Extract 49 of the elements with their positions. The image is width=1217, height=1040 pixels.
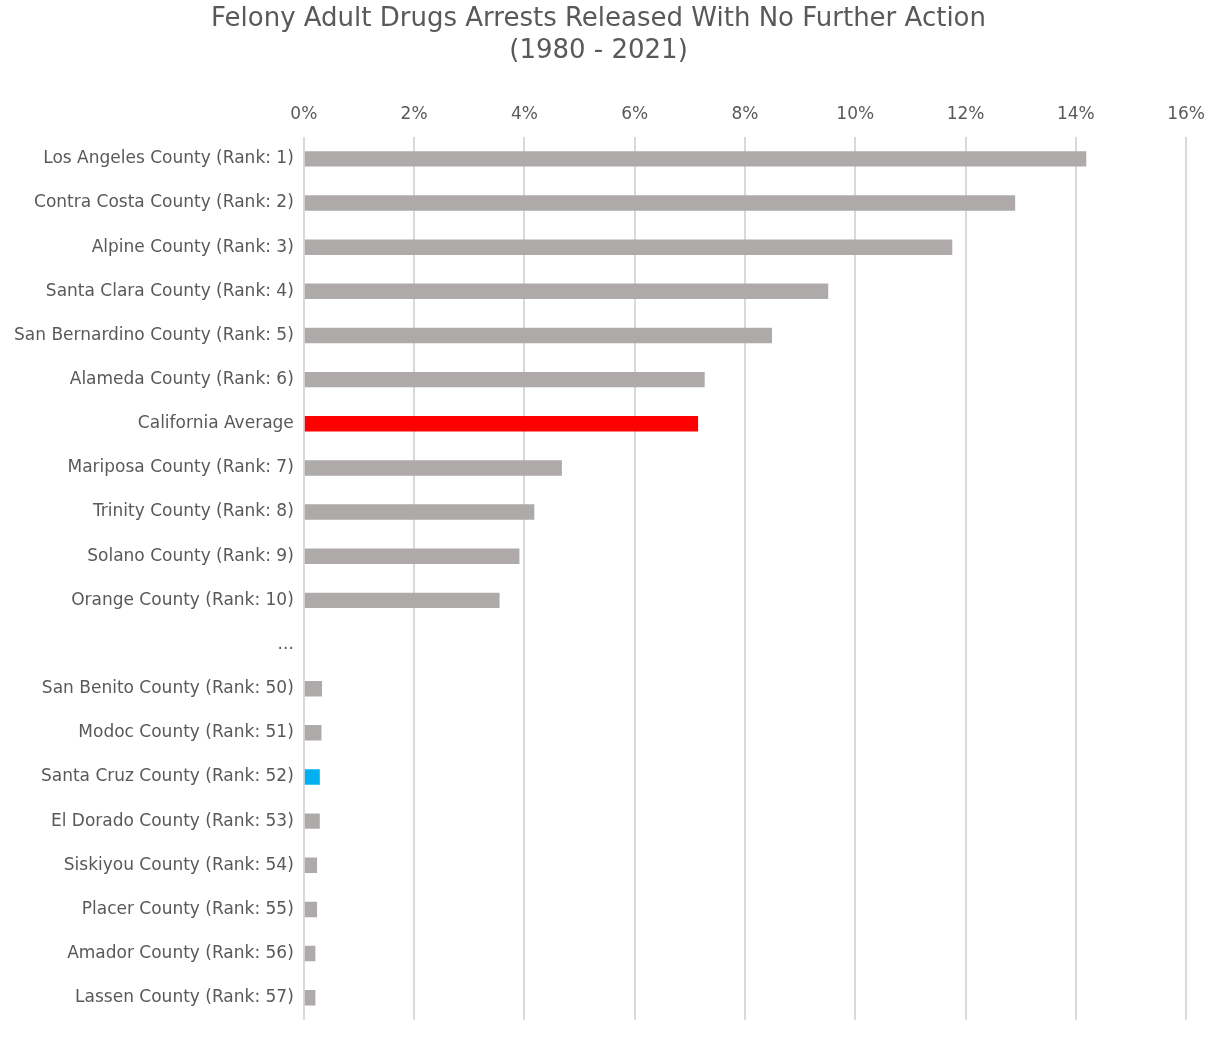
y-tick-label: Mariposa County (Rank: 7): [67, 456, 294, 477]
y-tick-label: Lassen County (Rank: 57): [75, 986, 294, 1007]
bar: [304, 504, 535, 520]
y-tick-label: Orange County (Rank: 10): [71, 588, 294, 609]
y-tick-label: Contra Costa County (Rank: 2): [34, 191, 294, 212]
y-tick-label: Alameda County (Rank: 6): [69, 368, 294, 389]
y-tick-label: Placer County (Rank: 55): [81, 897, 294, 918]
bar: [304, 327, 772, 344]
y-tick-label: Solano County (Rank: 9): [87, 544, 294, 565]
x-tick-label: 16%: [1167, 103, 1206, 124]
bar: [304, 283, 829, 300]
bar: [304, 857, 318, 873]
bar: [304, 769, 320, 785]
y-tick-label: Trinity County (Rank: 8): [91, 500, 294, 521]
y-tick-label: San Benito County (Rank: 50): [41, 677, 294, 698]
y-tick-label: ...: [277, 632, 294, 653]
bar: [304, 195, 1016, 211]
bar: [304, 239, 953, 255]
y-tick-label: Alpine County (Rank: 3): [91, 235, 294, 256]
chart-title: Felony Adult Drugs Arrests Released With No Further Action (1980 - 2021): [211, 2, 986, 64]
y-tick-label: Santa Cruz County (Rank: 52): [40, 765, 294, 786]
y-tick-label: Amador County (Rank: 56): [67, 942, 294, 962]
x-tick-label: 0%: [290, 103, 318, 124]
y-tick-label: San Bernardino County (Rank: 5): [14, 323, 294, 344]
bar: [304, 548, 520, 564]
bar: [304, 592, 500, 609]
bar: [304, 813, 320, 829]
y-tick-label: Los Angeles County (Rank: 1): [43, 147, 294, 168]
bar: [304, 371, 705, 388]
x-tick-label: 10%: [836, 103, 875, 124]
x-tick-label: 14%: [1056, 103, 1095, 124]
bar: [304, 945, 316, 962]
bar: [304, 680, 323, 697]
bar: [304, 416, 699, 432]
x-tick-label: 8%: [731, 103, 759, 124]
y-tick-label: El Dorado County (Rank: 53): [50, 809, 294, 830]
bar: [304, 901, 318, 918]
x-tick-label: 2%: [400, 103, 428, 124]
x-tick-label: 6%: [621, 103, 649, 124]
y-tick-label: Siskiyou County (Rank: 54): [63, 853, 294, 874]
x-tick-label: 12%: [946, 103, 985, 124]
y-tick-label: California Average: [137, 412, 294, 433]
bar: [304, 725, 322, 741]
y-tick-label: Santa Clara County (Rank: 4): [45, 279, 294, 300]
bar: [304, 151, 1087, 167]
bar: [304, 460, 562, 476]
bar: [304, 990, 316, 1006]
y-tick-label: Modoc County (Rank: 51): [78, 721, 294, 742]
x-tick-label: 4%: [510, 103, 538, 124]
